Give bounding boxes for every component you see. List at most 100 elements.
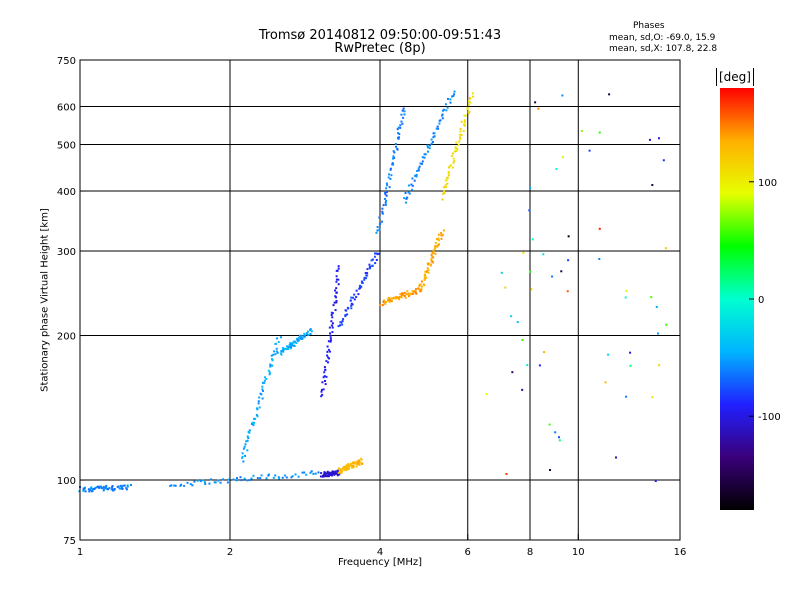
- data-point: [402, 116, 405, 119]
- data-point: [327, 474, 330, 477]
- data-point: [298, 336, 301, 339]
- data-point: [420, 162, 423, 165]
- data-point: [434, 245, 437, 248]
- data-point: [485, 393, 488, 396]
- data-point: [323, 375, 326, 378]
- data-point: [387, 296, 390, 299]
- data-point: [510, 315, 513, 318]
- data-point: [269, 365, 272, 368]
- data-point: [557, 436, 560, 439]
- data-point: [405, 293, 408, 296]
- data-point: [320, 390, 323, 393]
- data-point: [658, 364, 661, 367]
- data-point: [333, 472, 336, 475]
- data-point: [366, 272, 369, 275]
- data-point: [312, 472, 315, 475]
- data-point: [449, 101, 452, 104]
- data-point: [378, 228, 381, 231]
- data-point: [396, 296, 399, 299]
- data-point: [245, 440, 248, 443]
- data-point: [352, 461, 355, 464]
- data-point: [105, 484, 108, 487]
- data-point: [378, 216, 381, 219]
- data-point: [87, 488, 90, 491]
- data-point: [247, 430, 250, 433]
- data-point: [448, 166, 451, 169]
- data-point: [256, 415, 259, 418]
- data-point: [451, 152, 454, 155]
- data-point: [411, 290, 414, 293]
- data-point: [648, 138, 651, 141]
- data-point: [89, 489, 92, 492]
- data-point: [348, 467, 351, 470]
- data-point: [431, 251, 434, 254]
- data-point: [551, 275, 554, 278]
- data-point: [358, 459, 361, 462]
- data-point: [457, 143, 460, 146]
- data-point: [331, 331, 334, 334]
- data-point: [651, 184, 654, 187]
- data-point: [289, 347, 292, 350]
- data-point: [442, 229, 445, 232]
- data-point: [93, 488, 96, 491]
- data-point: [471, 92, 474, 95]
- data-point: [460, 120, 463, 123]
- data-point: [306, 330, 309, 333]
- data-point: [327, 348, 330, 351]
- data-point: [363, 276, 366, 279]
- data-point: [434, 252, 437, 255]
- data-point: [431, 141, 434, 144]
- data-point: [301, 471, 304, 474]
- data-point: [437, 127, 440, 130]
- data-point: [452, 94, 455, 97]
- data-point: [338, 473, 341, 476]
- data-point: [444, 186, 447, 189]
- data-point: [292, 341, 295, 344]
- data-point: [91, 488, 94, 491]
- data-point: [385, 187, 388, 190]
- data-point: [269, 363, 272, 366]
- data-point: [261, 381, 264, 384]
- data-point: [271, 364, 274, 367]
- data-point: [468, 103, 471, 106]
- data-point: [521, 388, 524, 391]
- data-point: [333, 301, 336, 304]
- data-point: [82, 487, 85, 490]
- series-e-layer-mid: [169, 470, 320, 487]
- data-point: [500, 271, 503, 274]
- data-point: [335, 301, 338, 304]
- data-point: [346, 466, 349, 469]
- data-point: [608, 93, 611, 96]
- data-point: [463, 124, 466, 127]
- data-point: [423, 278, 426, 281]
- data-point: [389, 177, 392, 180]
- data-point: [468, 110, 471, 113]
- data-point: [392, 150, 395, 153]
- data-point: [331, 470, 334, 473]
- data-point: [276, 351, 279, 354]
- data-point: [442, 192, 445, 195]
- data-point: [189, 483, 192, 486]
- data-point: [384, 197, 387, 200]
- data-point: [246, 479, 249, 482]
- data-point: [629, 364, 632, 367]
- data-point: [118, 487, 121, 490]
- data-point: [83, 486, 86, 489]
- data-point: [303, 471, 306, 474]
- data-point: [265, 377, 268, 380]
- data-point: [414, 174, 417, 177]
- data-point: [440, 232, 443, 235]
- data-point: [625, 395, 628, 398]
- data-point: [323, 371, 326, 374]
- data-point: [330, 324, 333, 327]
- data-point: [459, 136, 462, 139]
- data-point: [407, 184, 410, 187]
- data-point: [277, 476, 280, 479]
- data-point: [213, 481, 216, 484]
- data-point: [469, 101, 472, 104]
- data-point: [655, 305, 658, 308]
- data-point: [388, 297, 391, 300]
- data-point: [325, 360, 328, 363]
- data-point: [323, 379, 326, 382]
- data-point: [352, 466, 355, 469]
